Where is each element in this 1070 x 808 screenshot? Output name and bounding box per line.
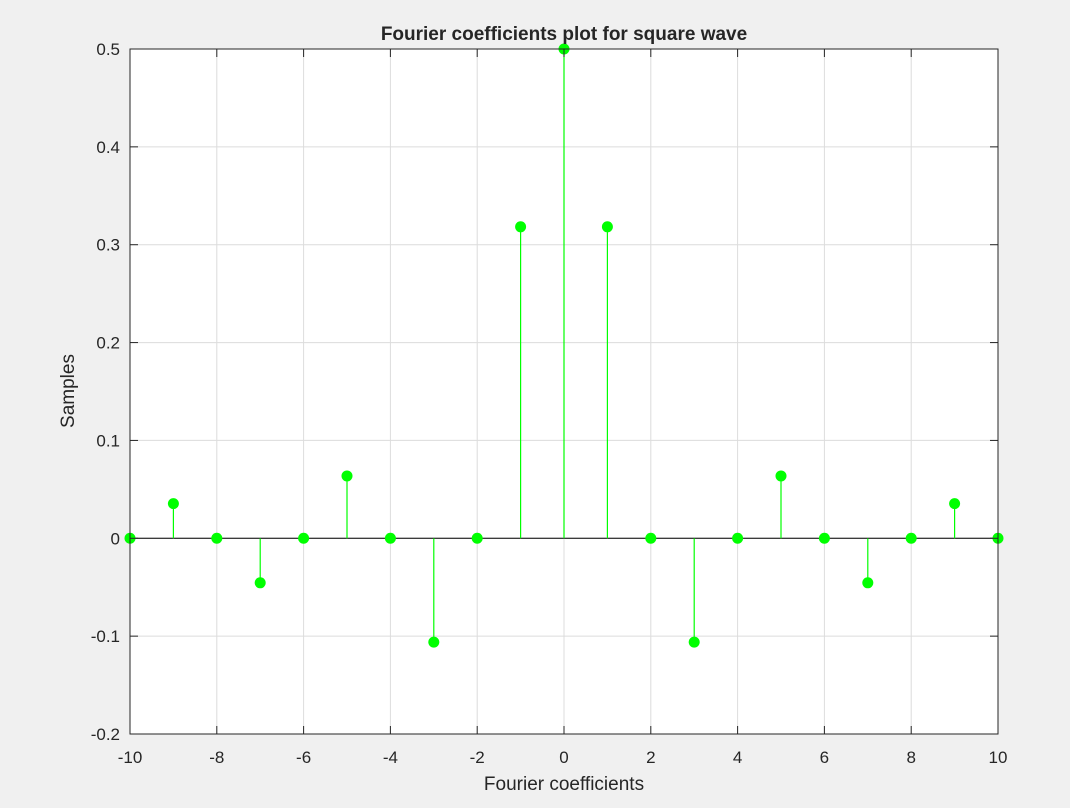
stem-marker	[384, 532, 396, 544]
stem-marker	[949, 498, 961, 510]
y-tick-label: 0.1	[96, 431, 120, 450]
y-tick-label: 0.4	[96, 138, 120, 157]
stem-marker	[515, 221, 527, 233]
x-tick-label: 4	[733, 748, 742, 767]
stem-marker	[471, 532, 483, 544]
x-tick-labels: -10 -8 -6 -4 -2 0 2 4 6 8 10	[118, 748, 1008, 767]
stem-marker	[775, 470, 787, 482]
stem-marker	[341, 470, 353, 482]
x-tick-label: 0	[559, 748, 568, 767]
x-tick-label: 8	[906, 748, 915, 767]
y-tick-label: 0.3	[96, 236, 120, 255]
stem-marker	[688, 636, 700, 648]
stem-marker	[298, 532, 310, 544]
x-tick-label: -10	[118, 748, 143, 767]
stem-marker	[818, 532, 830, 544]
y-tick-labels: -0.2 -0.1 0 0.1 0.2 0.3 0.4 0.5	[91, 40, 120, 744]
y-tick-label: 0.5	[96, 40, 120, 59]
stem-marker	[428, 636, 440, 648]
x-tick-label: -4	[383, 748, 398, 767]
y-tick-label: -0.1	[91, 627, 120, 646]
ticks	[129, 48, 999, 735]
y-axis-label: Samples	[58, 354, 79, 428]
x-tick-label: -6	[296, 748, 311, 767]
x-tick-label: -2	[470, 748, 485, 767]
stem-marker	[732, 532, 744, 544]
stem-marker	[905, 532, 917, 544]
x-axis-label: Fourier coefficients	[484, 774, 644, 795]
x-tick-label: 10	[989, 748, 1008, 767]
stem-marker	[862, 577, 874, 589]
y-tick-label: -0.2	[91, 725, 120, 744]
stem-marker	[601, 221, 613, 233]
x-tick-label: -8	[209, 748, 224, 767]
chart-title: Fourier coefficients plot for square wav…	[381, 24, 747, 45]
y-tick-label: 0.2	[96, 334, 120, 353]
stem-series	[124, 43, 1004, 648]
stem-marker	[167, 498, 179, 510]
x-tick-label: 2	[646, 748, 655, 767]
stem-marker	[645, 532, 657, 544]
x-tick-label: 6	[820, 748, 829, 767]
y-tick-label: 0	[111, 529, 120, 548]
stem-marker	[211, 532, 223, 544]
stem-marker	[254, 577, 266, 589]
